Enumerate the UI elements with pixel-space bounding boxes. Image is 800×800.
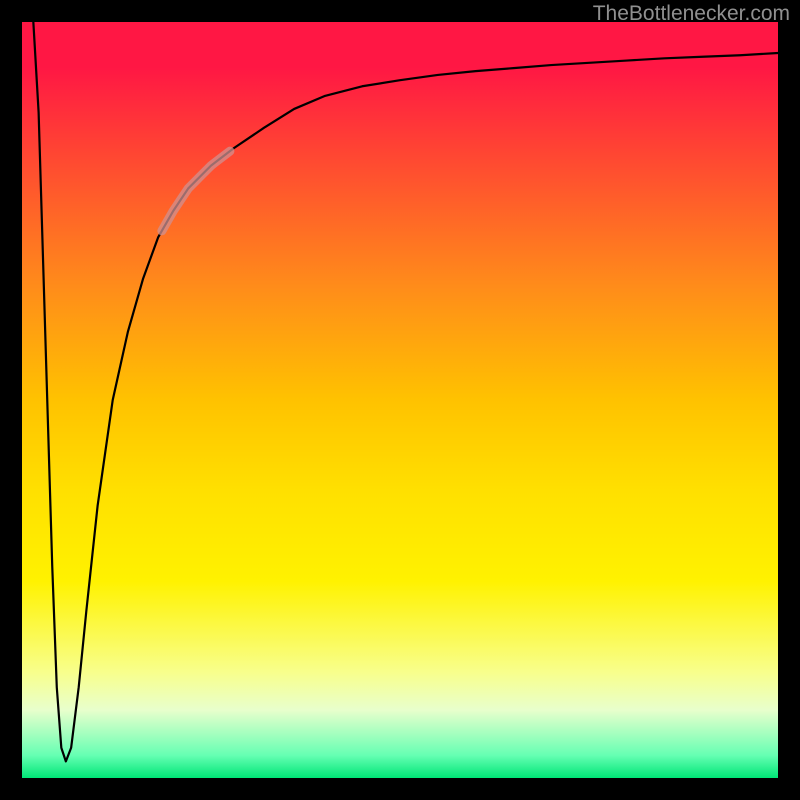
- plot-area: [22, 22, 778, 778]
- bottleneck-chart: [0, 0, 800, 800]
- attribution-text: TheBottlenecker.com: [593, 2, 790, 26]
